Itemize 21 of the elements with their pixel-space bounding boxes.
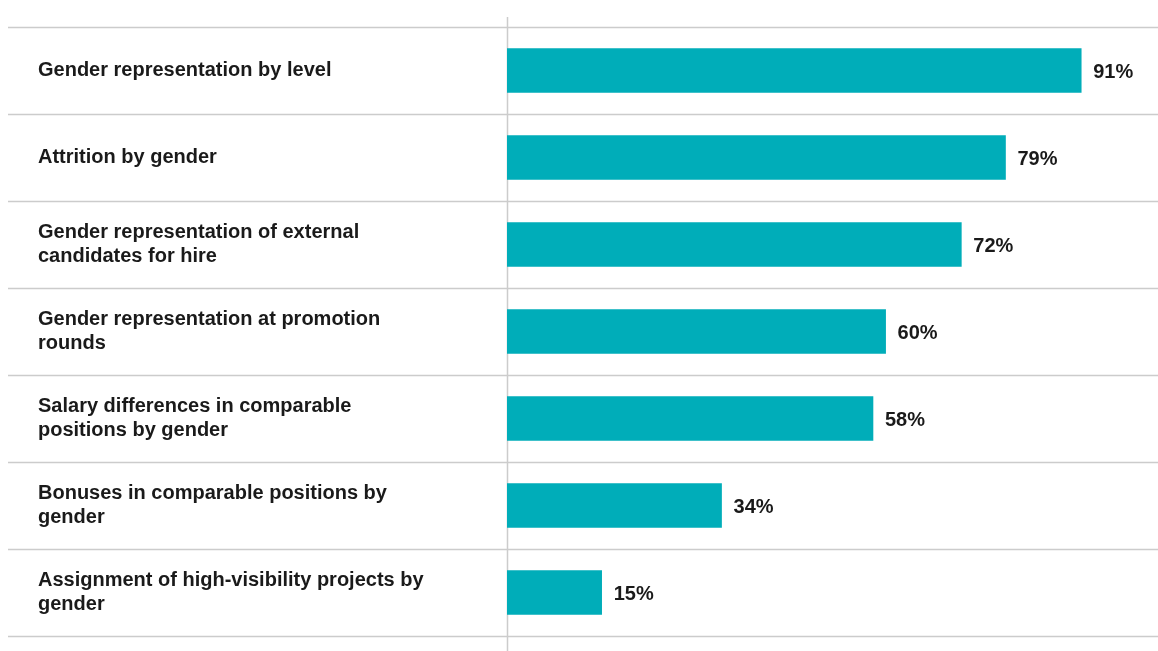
y-tick-label: Attrition by gender: [38, 145, 218, 168]
data-label: 91%: [1093, 60, 1134, 83]
data-label: 60%: [897, 321, 938, 344]
y-tick-label: Assignment of high-visibility projects by gender: [38, 568, 425, 615]
bar: [507, 309, 886, 354]
bar: [507, 135, 1006, 180]
y-tick-label: Gender representation at promotion rounds: [38, 307, 381, 354]
data-label: 79%: [1017, 147, 1058, 170]
y-tick-label: Bonuses in comparable positions by gender: [38, 481, 388, 528]
data-label: 58%: [884, 408, 926, 431]
bar: [507, 396, 874, 441]
data-label: 72%: [973, 234, 1014, 257]
y-tick-label: Salary differences in comparable positions by gender: [38, 394, 352, 441]
y-tick-label: Gender representation of external candidates for hire: [38, 220, 360, 267]
y-tick-label: Gender representation by level: [38, 58, 332, 81]
bar: [507, 570, 602, 615]
bar: [507, 222, 962, 267]
data-label: 34%: [733, 495, 774, 518]
bar: [507, 483, 722, 528]
bar: [507, 48, 1082, 93]
data-label: 15%: [613, 582, 654, 605]
